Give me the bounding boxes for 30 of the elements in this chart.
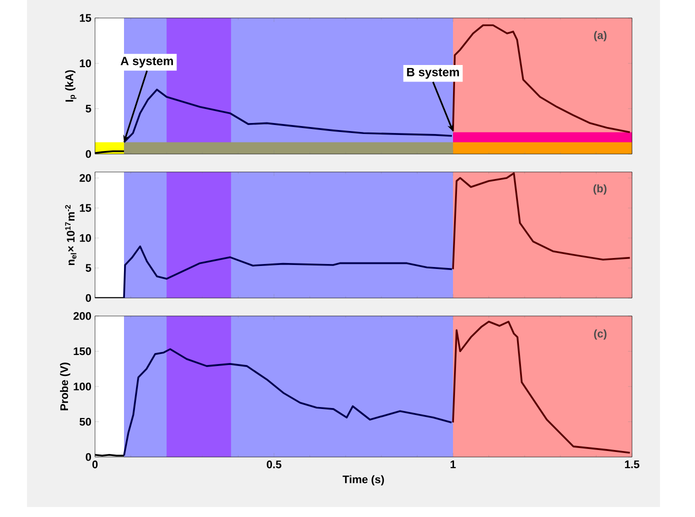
y-tick-label: 0 (86, 294, 92, 302)
y-axis-title: I$_{p}$ (kA) (65, 70, 76, 102)
y-axis-title: n$_{el}$× 10$^{17}$m$^{-2}$ (65, 205, 76, 266)
line-series (123, 245, 453, 298)
y-tick-label: 200 (73, 312, 92, 320)
y-tick-label: 10 (80, 59, 92, 68)
y-tick-label: 5 (86, 264, 92, 272)
y-tick-label: 15 (80, 14, 92, 22)
y-tick-label: 5 (86, 104, 92, 113)
x-tick-label: 0 (92, 460, 98, 468)
y-tick-label: 50 (80, 418, 92, 426)
line-series (452, 172, 631, 270)
y-tick-label: 15 (80, 204, 92, 212)
y-tick-label: 10 (80, 234, 92, 242)
x-tick-label: 0.5 (266, 460, 282, 468)
y-tick-label: 0 (86, 453, 92, 461)
annotation: A system (120, 56, 173, 68)
x-tick-label: 1 (450, 460, 456, 468)
annotation: (b) (594, 184, 606, 195)
y-tick-label: 20 (80, 174, 92, 182)
x-tick-label: 1.5 (625, 460, 640, 468)
annotation: (c) (594, 329, 606, 340)
annotation: B system (407, 68, 459, 79)
x-axis-title: Time (s) (342, 475, 384, 486)
annotation: (a) (594, 31, 606, 42)
y-tick-label: 0 (86, 150, 92, 158)
y-axis-title: Probe (V) (60, 362, 70, 410)
line-series (123, 348, 452, 456)
y-tick-label: 100 (74, 382, 92, 390)
y-tick-label: 150 (74, 347, 92, 356)
